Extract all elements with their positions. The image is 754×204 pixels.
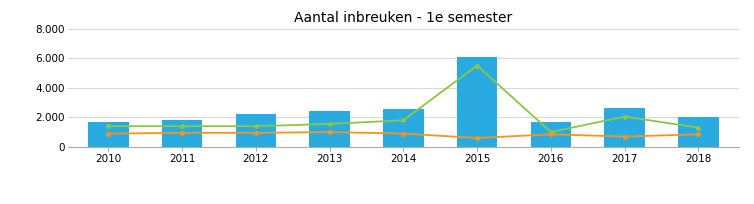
Bar	[457, 57, 498, 147]
Title: Aantal inbreuken - 1e semester: Aantal inbreuken - 1e semester	[294, 11, 513, 25]
Bar	[235, 114, 276, 147]
Bar	[605, 108, 645, 147]
Bar	[531, 122, 572, 147]
Bar	[309, 111, 350, 147]
Bar	[678, 117, 719, 147]
Bar	[383, 109, 424, 147]
Bar	[88, 122, 129, 147]
Bar	[162, 120, 202, 147]
